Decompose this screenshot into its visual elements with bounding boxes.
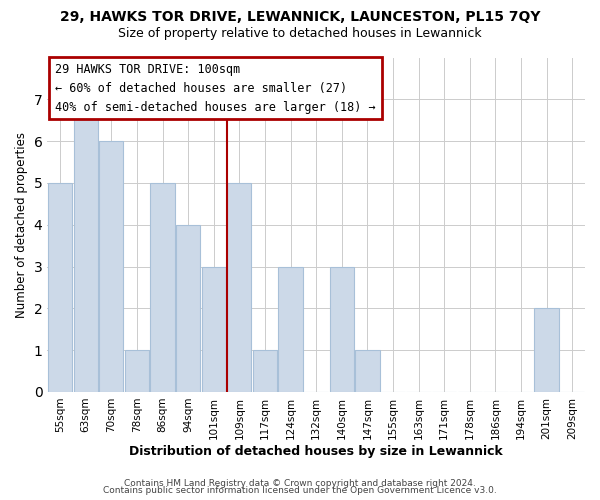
Bar	[74, 100, 98, 392]
Text: 29, HAWKS TOR DRIVE, LEWANNICK, LAUNCESTON, PL15 7QY: 29, HAWKS TOR DRIVE, LEWANNICK, LAUNCEST…	[60, 10, 540, 24]
Bar	[329, 266, 354, 392]
Text: Size of property relative to detached houses in Lewannick: Size of property relative to detached ho…	[118, 28, 482, 40]
Text: 29 HAWKS TOR DRIVE: 100sqm
← 60% of detached houses are smaller (27)
40% of semi: 29 HAWKS TOR DRIVE: 100sqm ← 60% of deta…	[55, 62, 376, 114]
Text: Contains HM Land Registry data © Crown copyright and database right 2024.: Contains HM Land Registry data © Crown c…	[124, 478, 476, 488]
Bar	[535, 308, 559, 392]
Bar	[99, 141, 124, 392]
Bar	[176, 224, 200, 392]
Bar	[125, 350, 149, 392]
Bar	[48, 183, 72, 392]
Bar	[151, 183, 175, 392]
Text: Contains public sector information licensed under the Open Government Licence v3: Contains public sector information licen…	[103, 486, 497, 495]
X-axis label: Distribution of detached houses by size in Lewannick: Distribution of detached houses by size …	[129, 444, 503, 458]
Bar	[278, 266, 303, 392]
Y-axis label: Number of detached properties: Number of detached properties	[15, 132, 28, 318]
Bar	[355, 350, 380, 392]
Bar	[202, 266, 226, 392]
Bar	[253, 350, 277, 392]
Bar	[227, 183, 251, 392]
